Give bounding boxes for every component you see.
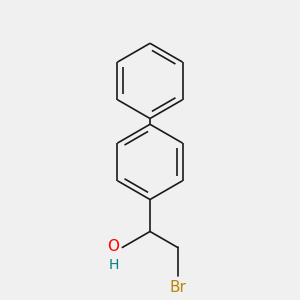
Text: H: H [109,259,119,272]
Text: O: O [107,238,119,253]
Text: Br: Br [169,280,186,295]
